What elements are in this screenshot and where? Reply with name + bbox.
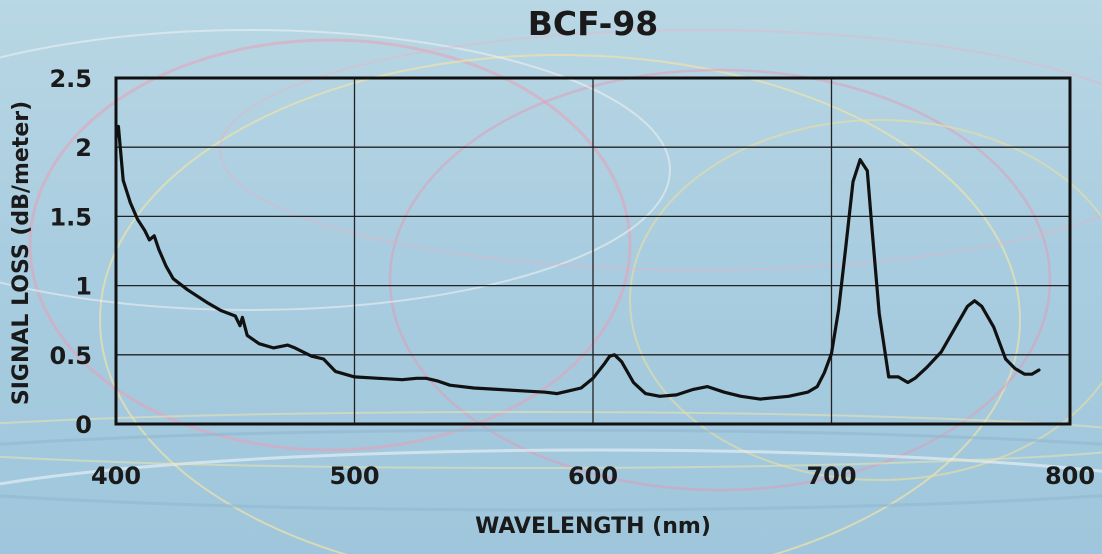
plot-frame bbox=[114, 76, 1072, 426]
grid-lines bbox=[115, 77, 1071, 425]
chart-title: BCF-98 bbox=[528, 4, 659, 43]
series-group bbox=[114, 124, 1041, 401]
y-tick-label: 0 bbox=[75, 411, 92, 439]
fiber-background bbox=[0, 29, 1102, 554]
y-tick-label: 1.5 bbox=[49, 203, 92, 231]
y-axis-label: SIGNAL LOSS (dB/meter) bbox=[9, 101, 34, 405]
y-tick-label: 2 bbox=[75, 134, 92, 162]
series-line-0 bbox=[114, 124, 1041, 401]
x-tick-label: 400 bbox=[91, 462, 141, 490]
x-tick-label: 600 bbox=[568, 462, 618, 490]
x-tick-label: 500 bbox=[329, 462, 379, 490]
y-tick-labels: 0 0.5 1 1.5 2 2.5 bbox=[49, 65, 92, 439]
x-axis-label: WAVELENGTH (nm) bbox=[475, 514, 711, 539]
y-tick-label: 2.5 bbox=[49, 65, 92, 93]
y-tick-label: 1 bbox=[75, 273, 92, 301]
x-tick-label: 700 bbox=[806, 462, 856, 490]
x-tick-labels: 400 500 600 700 800 bbox=[91, 462, 1095, 490]
x-tick-label: 800 bbox=[1045, 462, 1095, 490]
y-tick-label: 0.5 bbox=[49, 342, 92, 370]
